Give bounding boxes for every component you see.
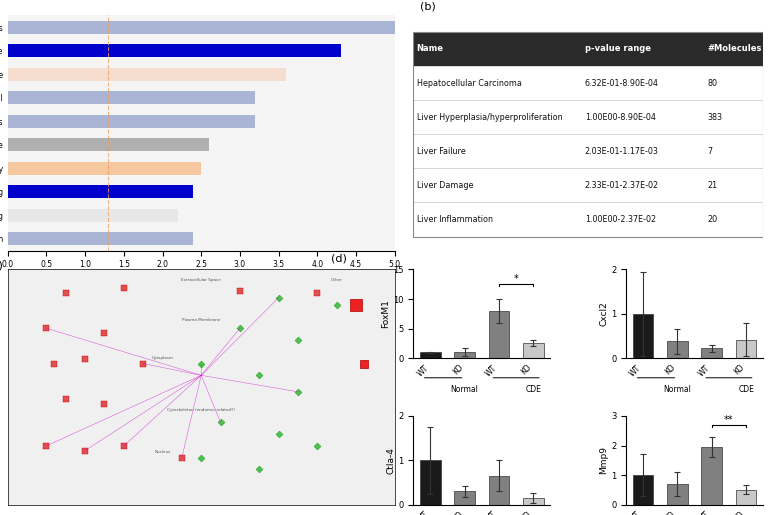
Text: Liver Failure: Liver Failure: [416, 147, 466, 156]
Bar: [8, 232, 194, 245]
Bar: [633, 475, 654, 505]
Bar: [633, 314, 654, 358]
Bar: [667, 484, 688, 505]
Text: Normal: Normal: [451, 385, 479, 394]
Text: CDE: CDE: [525, 385, 541, 394]
Text: Other: Other: [331, 278, 342, 282]
FancyBboxPatch shape: [413, 134, 763, 168]
X-axis label: -log(p-value): -log(p-value): [174, 275, 228, 284]
Text: (c): (c): [0, 260, 3, 270]
Text: Cytoskeleton (endomer related?): Cytoskeleton (endomer related?): [167, 407, 235, 411]
Y-axis label: Mmp9: Mmp9: [599, 447, 608, 474]
Text: Liver Damage: Liver Damage: [416, 181, 473, 190]
Text: 2.03E-01-1.17E-03: 2.03E-01-1.17E-03: [584, 147, 658, 156]
Text: CDE: CDE: [738, 385, 754, 394]
Y-axis label: FoxM1: FoxM1: [381, 299, 390, 328]
Bar: [523, 498, 544, 505]
Bar: [8, 68, 286, 81]
Text: Cytoplasm: Cytoplasm: [152, 356, 173, 360]
Text: p-value range: p-value range: [584, 44, 651, 54]
Text: 7: 7: [707, 147, 712, 156]
Bar: [736, 490, 756, 505]
Text: Plasma Membrane: Plasma Membrane: [182, 318, 221, 322]
Text: *: *: [513, 274, 519, 284]
Bar: [8, 115, 255, 128]
Bar: [489, 311, 510, 358]
Text: 383: 383: [707, 113, 722, 122]
Text: 1.00E00-8.90E-04: 1.00E00-8.90E-04: [584, 113, 655, 122]
Bar: [8, 162, 201, 175]
Bar: [702, 447, 722, 505]
Text: Liver Inflammation: Liver Inflammation: [416, 215, 493, 224]
Text: 20: 20: [707, 215, 717, 224]
Bar: [8, 139, 209, 151]
Bar: [667, 341, 688, 358]
Text: (d): (d): [331, 253, 347, 264]
FancyBboxPatch shape: [413, 168, 763, 202]
Text: Hepatocellular Carcinoma: Hepatocellular Carcinoma: [416, 79, 521, 88]
Text: Liver Hyperplasia/hyperproliferation: Liver Hyperplasia/hyperproliferation: [416, 113, 562, 122]
Text: 21: 21: [707, 181, 717, 190]
FancyBboxPatch shape: [413, 32, 763, 66]
Text: 2.33E-01-2.37E-02: 2.33E-01-2.37E-02: [584, 181, 659, 190]
FancyBboxPatch shape: [413, 66, 763, 100]
Text: Nucleus: Nucleus: [154, 450, 170, 454]
Bar: [8, 91, 255, 104]
Legend: positive z-score, z-score = 0, negative z-score, no activity pattern available: positive z-score, z-score = 0, negative …: [0, 0, 44, 1]
Text: (b): (b): [420, 2, 436, 11]
FancyBboxPatch shape: [413, 202, 763, 236]
Bar: [420, 352, 440, 358]
Text: **: **: [724, 415, 734, 425]
Bar: [8, 209, 178, 222]
Bar: [489, 476, 510, 505]
Text: 6.32E-01-8.90E-04: 6.32E-01-8.90E-04: [584, 79, 658, 88]
Bar: [8, 44, 341, 57]
Y-axis label: Ctla-4: Ctla-4: [386, 447, 396, 474]
Text: #Molecules: #Molecules: [707, 44, 762, 54]
Bar: [454, 491, 475, 505]
Y-axis label: Cxcl2: Cxcl2: [599, 301, 608, 326]
Bar: [454, 352, 475, 358]
Bar: [523, 343, 544, 358]
Text: Normal: Normal: [664, 385, 692, 394]
Bar: [8, 185, 194, 198]
Bar: [736, 339, 756, 358]
Bar: [702, 349, 722, 358]
Text: Name: Name: [416, 44, 443, 54]
Text: Extracellular Space: Extracellular Space: [181, 278, 221, 282]
Bar: [420, 460, 440, 505]
FancyBboxPatch shape: [413, 100, 763, 134]
Text: 1.00E00-2.37E-02: 1.00E00-2.37E-02: [584, 215, 656, 224]
Bar: [8, 21, 395, 33]
Text: 80: 80: [707, 79, 717, 88]
